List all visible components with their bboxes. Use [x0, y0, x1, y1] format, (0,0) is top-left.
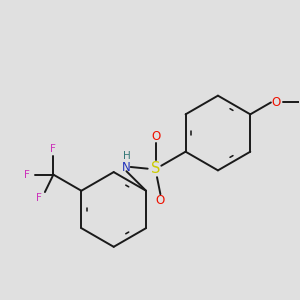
Text: H: H: [123, 151, 130, 161]
Text: O: O: [272, 96, 280, 109]
Text: F: F: [24, 169, 30, 180]
Text: O: O: [156, 194, 165, 208]
Text: F: F: [50, 144, 56, 154]
Text: O: O: [152, 130, 161, 143]
Text: N: N: [122, 161, 131, 174]
Text: F: F: [36, 193, 42, 203]
Text: S: S: [152, 161, 161, 176]
